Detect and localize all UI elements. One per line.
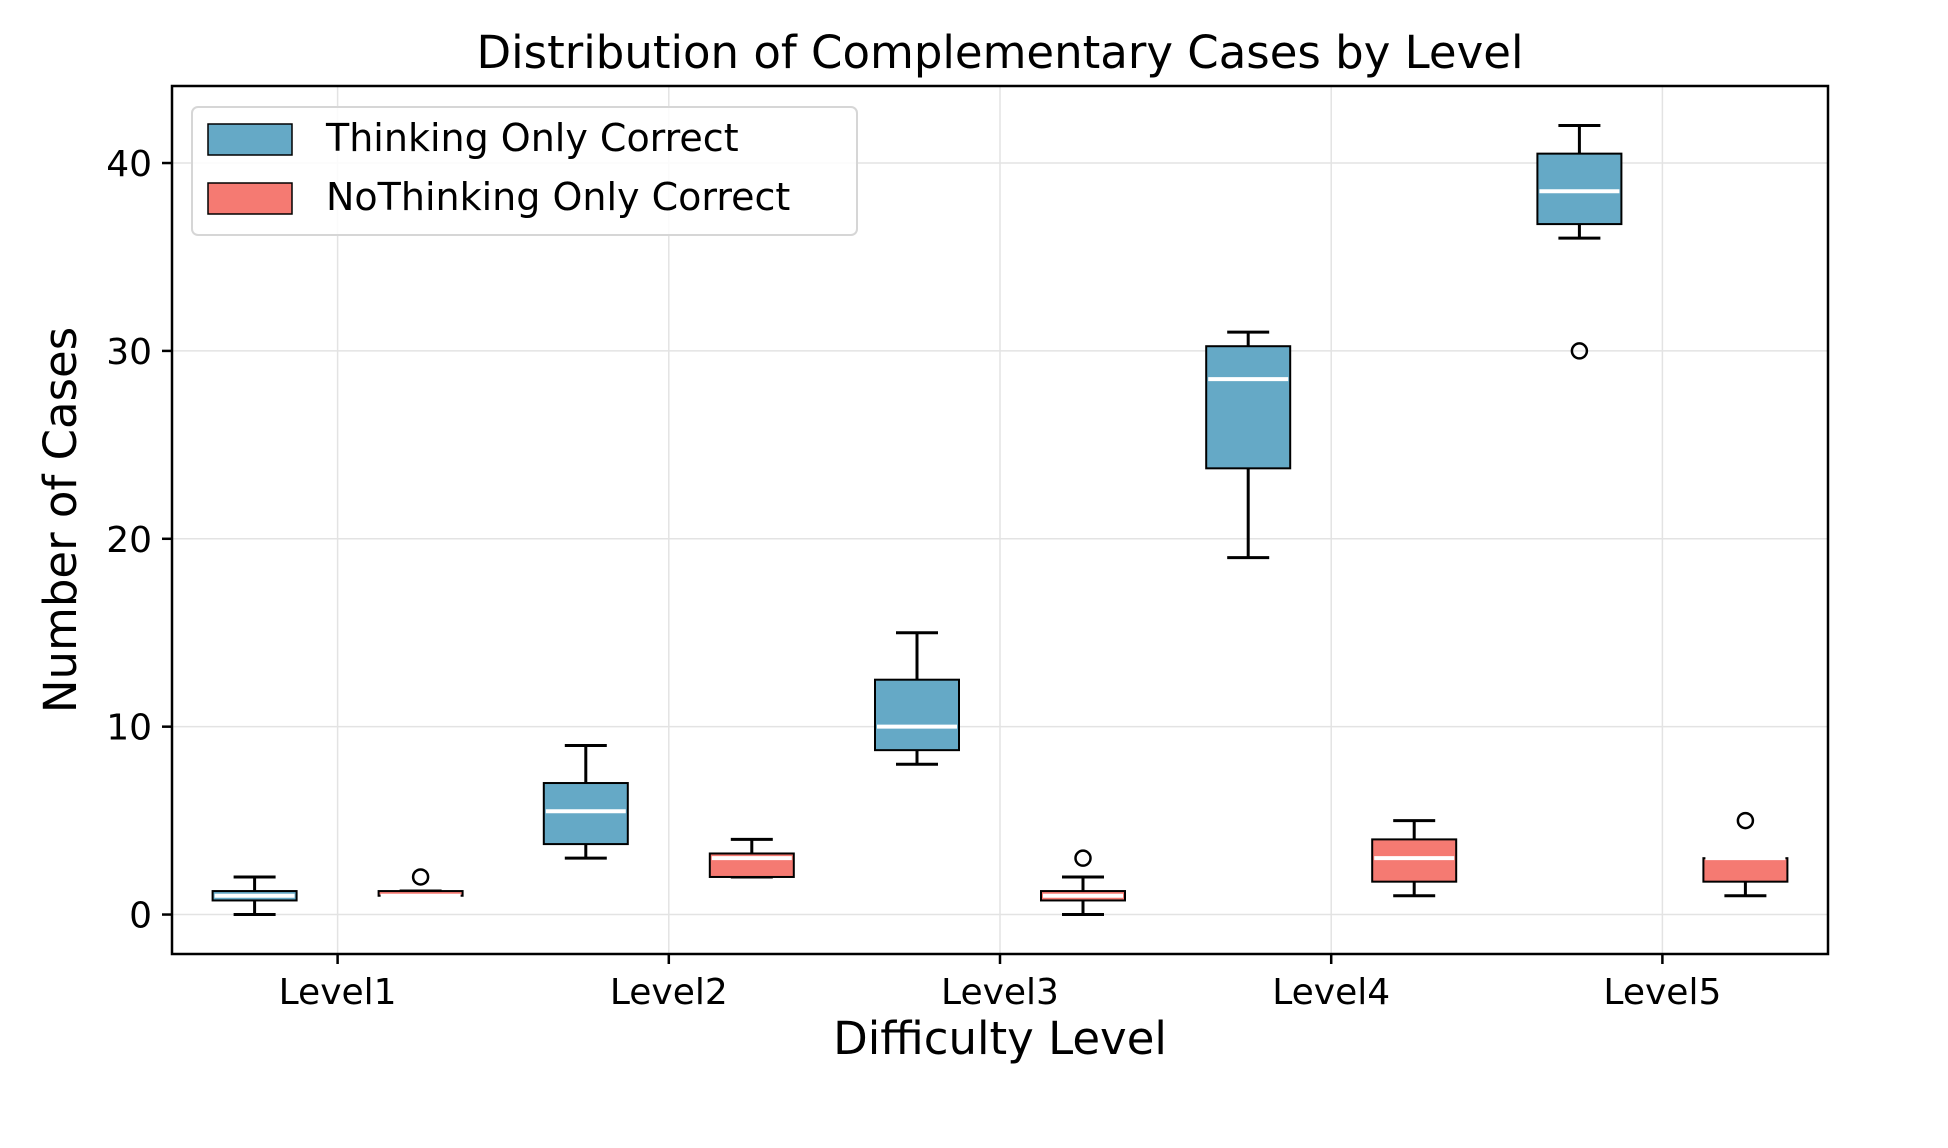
box-level1 (377, 868, 464, 898)
legend-swatch-thinking (207, 123, 293, 156)
series-nothinking-only-correct (377, 811, 1789, 917)
box-level5 (1702, 811, 1789, 898)
box-level5 (1536, 123, 1623, 360)
box-level4 (1205, 330, 1292, 560)
box-level3 (874, 631, 960, 766)
y-tick-label: 10 (106, 708, 152, 749)
x-tick-label: Level2 (610, 972, 728, 1013)
box-level4 (1371, 819, 1458, 898)
box-level2 (542, 743, 629, 860)
outlier-point (1074, 849, 1092, 867)
y-tick-label: 0 (129, 896, 152, 937)
outlier-point (1736, 811, 1755, 830)
box-level1 (211, 875, 298, 917)
y-tick-label: 30 (106, 332, 152, 373)
x-tick-label: Level4 (1272, 972, 1390, 1013)
box-iqr (542, 782, 629, 846)
box-level3 (1040, 849, 1126, 917)
x-tick-label: Level3 (941, 972, 1059, 1013)
chart-title: Distribution of Complementary Cases by L… (477, 26, 1524, 79)
x-tick-label: Level1 (279, 972, 397, 1013)
series-layer (211, 123, 1789, 917)
legend-label-thinking: Thinking Only Correct (325, 116, 739, 160)
outlier-point (411, 868, 430, 886)
x-axis-label: Difficulty Level (833, 1012, 1167, 1065)
box-iqr (1702, 857, 1789, 883)
legend-swatch-nothinking (207, 182, 293, 215)
y-axis: 0 10 20 30 40 (106, 144, 172, 937)
grid (172, 86, 1828, 954)
y-axis-label: Number of Cases (34, 327, 87, 713)
x-axis: Level1 Level2 Level3 Level4 Level5 (279, 954, 1721, 1013)
box-level2 (708, 837, 795, 879)
box-iqr (1205, 345, 1292, 470)
box-iqr (1371, 838, 1458, 883)
legend-frame (191, 106, 858, 236)
y-tick-label: 40 (106, 144, 152, 185)
legend: Thinking Only Correct NoThinking Only Co… (191, 106, 858, 236)
box-iqr (1536, 152, 1623, 226)
x-tick-label: Level5 (1603, 972, 1721, 1013)
legend-label-nothinking: NoThinking Only Correct (326, 175, 790, 219)
box-iqr (874, 678, 960, 752)
series-thinking-only-correct (211, 123, 1623, 917)
outlier-point (1570, 342, 1589, 360)
y-tick-label: 20 (106, 520, 152, 561)
